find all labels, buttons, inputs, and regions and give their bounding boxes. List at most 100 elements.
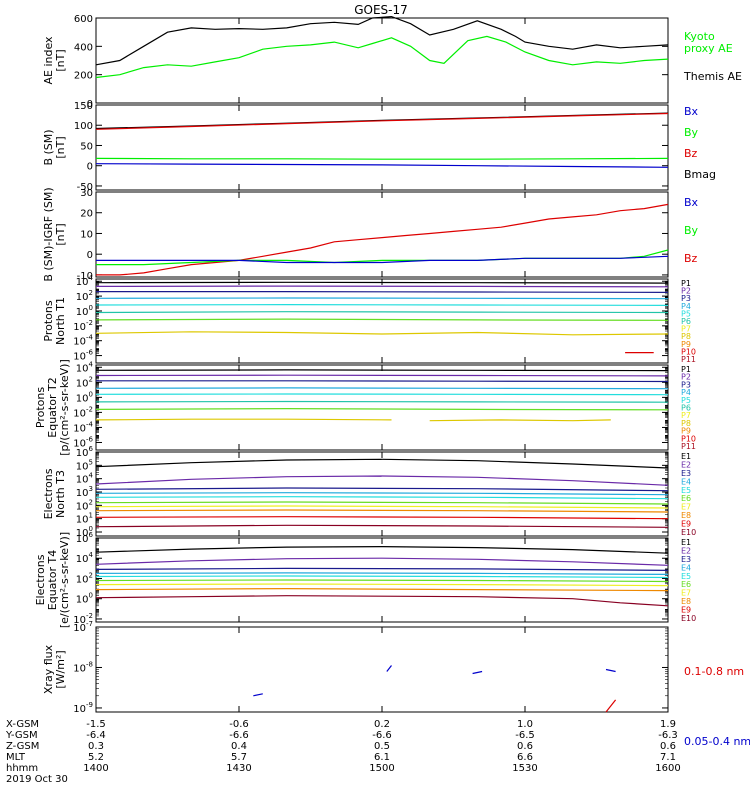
legend-entry: E10 bbox=[681, 528, 696, 537]
x-tick-label: 5.2 bbox=[88, 752, 104, 763]
series-line-cyan bbox=[95, 492, 669, 496]
series-line-gold bbox=[95, 331, 669, 336]
y-tick-label: 10-8 bbox=[73, 660, 93, 674]
legend-entry: E9 bbox=[681, 606, 691, 615]
x-tick-label: 0.5 bbox=[374, 741, 390, 752]
x-tick-label: 0.3 bbox=[88, 741, 104, 752]
legend-entry: Bx bbox=[684, 196, 699, 209]
series-line-red bbox=[96, 203, 669, 276]
series-line-red bbox=[95, 112, 669, 130]
x-axis-row-label: hhmm bbox=[6, 763, 38, 774]
date-label: 2019 Oct 30 bbox=[6, 774, 68, 785]
x-tick-label: 6.6 bbox=[517, 752, 533, 763]
legend-entry: Bx bbox=[684, 105, 699, 118]
x-tick-label: 1600 bbox=[655, 763, 680, 774]
legend-entry: Bmag bbox=[684, 168, 716, 181]
legend-entry: E3 bbox=[681, 555, 691, 564]
series-line-aqua bbox=[95, 496, 669, 500]
x-tick-label: -1.5 bbox=[86, 719, 106, 730]
y-tick-label: 105 bbox=[76, 458, 93, 472]
y-tick-label: 100 bbox=[74, 121, 93, 132]
panel-frame bbox=[95, 104, 669, 191]
legend-entry: Bz bbox=[684, 147, 698, 160]
legend-entry: E2 bbox=[681, 546, 691, 555]
series-line-navy bbox=[95, 487, 669, 492]
series-line-red bbox=[605, 699, 617, 713]
panel-frame bbox=[95, 364, 669, 451]
series-line-purple bbox=[95, 475, 669, 486]
x-tick-label: 6.1 bbox=[374, 752, 390, 763]
figure-title: GOES-17 bbox=[354, 3, 408, 17]
y-tick-label: 100 bbox=[76, 304, 93, 318]
series-line-blue bbox=[605, 668, 616, 673]
y-tick-label: 10-7 bbox=[73, 620, 93, 634]
legend-entry: By bbox=[684, 224, 699, 237]
y-axis-label: ProtonsNorth T1 bbox=[42, 297, 67, 345]
panel-frame bbox=[95, 626, 669, 713]
legend-entry: P2 bbox=[681, 287, 691, 296]
x-tick-label: 0.4 bbox=[231, 741, 247, 752]
legend-entry: E6 bbox=[681, 494, 691, 503]
y-tick-label: 0 bbox=[87, 250, 93, 261]
legend-entry: P3 bbox=[681, 294, 691, 303]
series-line-navy bbox=[96, 291, 669, 293]
y-tick-label: 10-2 bbox=[73, 319, 93, 333]
series-line-green bbox=[95, 157, 669, 160]
legend-entry: P10 bbox=[681, 347, 696, 356]
y-axis-label: Xray flux[W/m²] bbox=[42, 644, 67, 694]
series-line-teal bbox=[95, 311, 669, 314]
panel-frame bbox=[95, 17, 669, 104]
legend-entry: E8 bbox=[681, 511, 691, 520]
y-tick-label: 101 bbox=[76, 512, 93, 526]
x-axis-row-label: Y-GSM bbox=[5, 730, 38, 741]
legend-entry: E5 bbox=[681, 572, 691, 581]
series-line-green bbox=[95, 35, 669, 79]
panel-frame bbox=[95, 191, 669, 278]
legend-entry: P9 bbox=[681, 340, 691, 349]
x-tick-label: -6.6 bbox=[229, 730, 249, 741]
series-line-black bbox=[95, 369, 669, 372]
legend-entry: E4 bbox=[681, 477, 691, 486]
y-axis-label: ProtonsEquator T2[p/(cm²-s-sr-keV)] bbox=[34, 359, 71, 456]
legend-entry: E7 bbox=[681, 503, 691, 512]
legend-entry: P5 bbox=[681, 309, 691, 318]
y-tick-label: 104 bbox=[76, 360, 94, 374]
legend-entry: P5 bbox=[681, 396, 691, 405]
series-line-black bbox=[95, 15, 669, 66]
x-tick-label: -6.5 bbox=[515, 730, 535, 741]
series-line-cyan bbox=[95, 297, 669, 300]
series-line-gold bbox=[95, 418, 392, 421]
series-line-blue bbox=[96, 255, 669, 264]
series-line-blue bbox=[386, 665, 392, 672]
legend-entry: E4 bbox=[681, 563, 691, 572]
legend-entry: Kyoto bbox=[684, 30, 715, 43]
series-line-maroon bbox=[95, 595, 669, 607]
series-line-black bbox=[95, 281, 669, 284]
legend-entry: 0.1-0.8 nm bbox=[684, 665, 744, 678]
legend-entry: Bz bbox=[684, 252, 698, 265]
y-axis-label: AE index[nT] bbox=[42, 36, 67, 85]
y-tick-label: 106 bbox=[76, 531, 94, 545]
y-axis-label: ElectronsEquator T4[e/(cm²-s-sr-keV)] bbox=[34, 532, 71, 628]
legend-entry: E1 bbox=[681, 538, 691, 547]
y-tick-label: 50 bbox=[80, 141, 93, 152]
y-tick-label: 10-9 bbox=[73, 701, 93, 715]
legend-entry: E8 bbox=[681, 597, 691, 606]
x-tick-label: 1.9 bbox=[660, 719, 676, 730]
x-tick-label: 1530 bbox=[512, 763, 537, 774]
series-line-red bbox=[95, 516, 669, 520]
x-tick-label: 7.1 bbox=[660, 752, 676, 763]
x-tick-label: 0.6 bbox=[517, 741, 533, 752]
legend-entry: E3 bbox=[681, 469, 691, 478]
legend-entry: E6 bbox=[681, 580, 691, 589]
y-tick-label: 100 bbox=[76, 390, 93, 404]
y-tick-label: 106 bbox=[76, 445, 94, 459]
legend-entry: By bbox=[684, 126, 699, 139]
series-line-black bbox=[95, 545, 669, 554]
legend-entry: E9 bbox=[681, 520, 691, 529]
y-tick-label: 0 bbox=[87, 99, 93, 110]
series-line-aqua bbox=[95, 393, 669, 396]
